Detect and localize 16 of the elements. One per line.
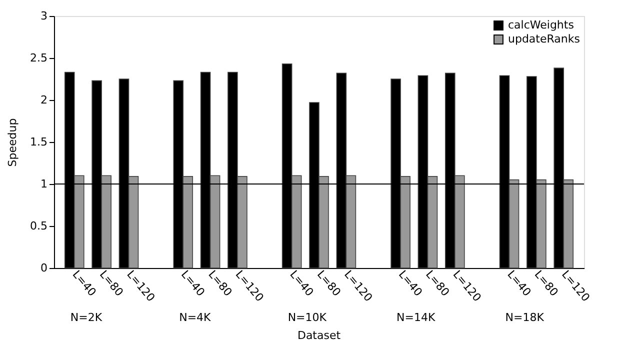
text: N=18K [505, 311, 545, 324]
text: N=4K [179, 311, 212, 324]
y-tick-label: 2.5 [30, 52, 48, 64]
legend-label: updateRanks [508, 32, 580, 46]
text: N=2K [70, 311, 103, 324]
text: N=10K [288, 311, 328, 324]
y-tick-label: 0 [40, 262, 48, 274]
y-tick-label: 3 [40, 10, 48, 22]
y-tick-label: 1.5 [30, 136, 48, 148]
y-tick-label: 1 [40, 178, 48, 190]
legend-label: calcWeights [508, 18, 574, 32]
x-axis-title: Dataset [297, 329, 342, 342]
y-tick-label: 2 [40, 94, 48, 106]
y-tick-label: 0.5 [30, 220, 48, 232]
text: N=14K [396, 311, 436, 324]
y-axis-title: Speedup [6, 118, 20, 167]
